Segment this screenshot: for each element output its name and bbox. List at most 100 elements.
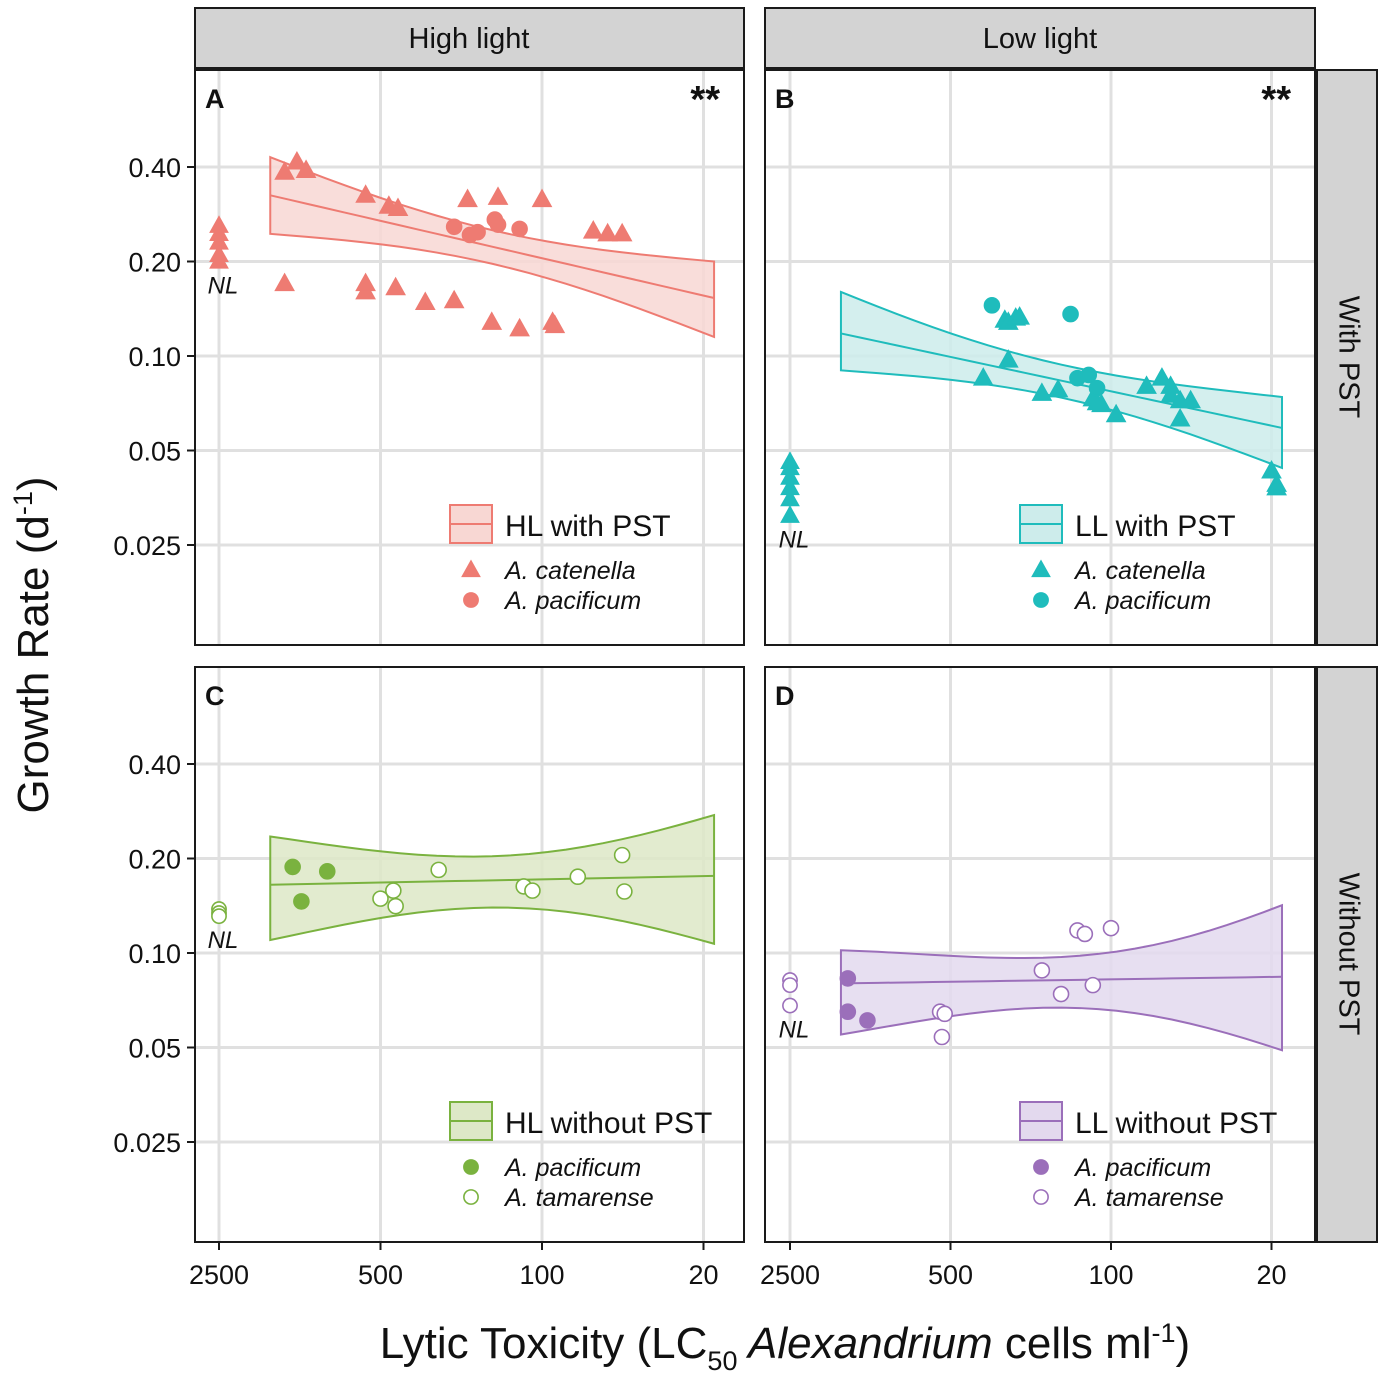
data-point: [1031, 382, 1053, 401]
nl-label: NL: [779, 527, 810, 554]
y-axis-title-sup: -1: [8, 491, 38, 515]
data-point: [487, 186, 509, 205]
nl-point: [209, 250, 229, 269]
data-point: [1076, 925, 1094, 943]
data-point: [983, 297, 1001, 314]
data-point: [531, 188, 553, 208]
data-point: [355, 272, 376, 292]
data-point: [933, 1028, 951, 1046]
data-point: [295, 159, 317, 178]
data-point: [1033, 962, 1051, 979]
strip-without-pst-label: Without PST: [1332, 873, 1364, 1036]
legend-marker: [1033, 592, 1049, 608]
data-point: [611, 222, 633, 242]
nl-point: [211, 908, 227, 925]
regression-line: [270, 194, 715, 299]
data-point: [481, 311, 503, 330]
data-point: [385, 276, 406, 296]
legend-marker: [461, 559, 481, 578]
panel-letter: C: [205, 681, 225, 711]
legend-marker: [463, 1159, 479, 1175]
strip-high-light: High light: [194, 7, 745, 69]
y-axis-title-main: Growth Rate (d: [9, 515, 58, 813]
legend-entry-label: A. catenella: [1073, 557, 1206, 585]
x-tick-label: 20: [1256, 1260, 1286, 1290]
data-point: [997, 349, 1019, 368]
nl-label: NL: [208, 927, 239, 954]
data-point: [1160, 384, 1181, 403]
data-point: [936, 1005, 953, 1023]
panel-border: [764, 69, 1316, 646]
regression-line: [840, 975, 1283, 985]
y-tick-label: 0.10: [128, 342, 181, 372]
panel-plot-area: [195, 667, 744, 1242]
panel-letter: D: [775, 681, 795, 711]
data-point: [355, 184, 376, 203]
gridlines: [195, 70, 744, 645]
x-axis-title-post: cells ml: [993, 1319, 1152, 1368]
data-point: [274, 161, 295, 180]
data-point: [385, 882, 402, 899]
nl-label: NL: [779, 1017, 810, 1044]
legend-entry-label: A. pacificum: [503, 587, 641, 615]
significance-marker: **: [690, 79, 720, 121]
data-point: [1091, 393, 1112, 413]
legend-title: HL without PST: [505, 1107, 712, 1140]
panel-border: [194, 69, 745, 646]
data-point: [511, 220, 528, 238]
x-axis-right: 2500 500 100 20: [760, 1242, 1287, 1290]
legend-entry-label: A. pacificum: [1073, 587, 1211, 615]
data-point: [293, 893, 310, 910]
data-point: [1261, 460, 1282, 479]
data-point: [414, 291, 436, 311]
data-point: [597, 222, 618, 242]
data-point: [1009, 306, 1030, 325]
data-point: [613, 846, 631, 864]
x-axis-title-sup: -1: [1152, 1318, 1176, 1348]
strip-high-light-label: High light: [409, 23, 530, 55]
data-point: [387, 197, 409, 217]
data-point: [372, 890, 389, 907]
data-point: [1266, 476, 1287, 496]
y-axis-title-close: ): [9, 476, 58, 491]
y-tick-label: 0.40: [128, 153, 181, 183]
legend-entry-label: A. tamarense: [1073, 1184, 1224, 1212]
data-point: [445, 218, 463, 236]
data-point: [839, 1003, 857, 1021]
y-tick-label: 0.40: [128, 750, 181, 780]
regression-line: [840, 332, 1283, 429]
strip-with-pst: With PST: [1316, 69, 1378, 646]
panel-plot-area: [765, 70, 1315, 645]
data-point: [274, 272, 295, 292]
x-tick-label: 2500: [189, 1260, 249, 1290]
data-point: [1169, 407, 1191, 427]
data-point: [387, 897, 404, 915]
data-point: [524, 882, 541, 899]
data-point: [284, 858, 301, 876]
y-tick-label: 0.05: [128, 437, 181, 467]
x-axis-title-italic: Alexandrium: [737, 1319, 992, 1368]
y-tick-label: 0.10: [128, 939, 181, 969]
data-point: [443, 289, 465, 309]
y-axis-bottom: 0.025 0.05 0.10 0.20 0.40: [113, 750, 195, 1158]
legend-entry-label: A. catenella: [503, 557, 636, 585]
legend-entry-label: A. tamarense: [503, 1184, 654, 1212]
regression-line: [270, 874, 715, 886]
data-point: [616, 883, 633, 900]
x-tick-label: 100: [1088, 1260, 1133, 1290]
x-tick-label: 500: [928, 1260, 973, 1290]
data-point: [544, 314, 566, 334]
data-point: [839, 970, 857, 987]
nl-label: NL: [208, 273, 239, 300]
strip-low-light-label: Low light: [983, 23, 1097, 55]
panel-letter: A: [205, 84, 225, 114]
